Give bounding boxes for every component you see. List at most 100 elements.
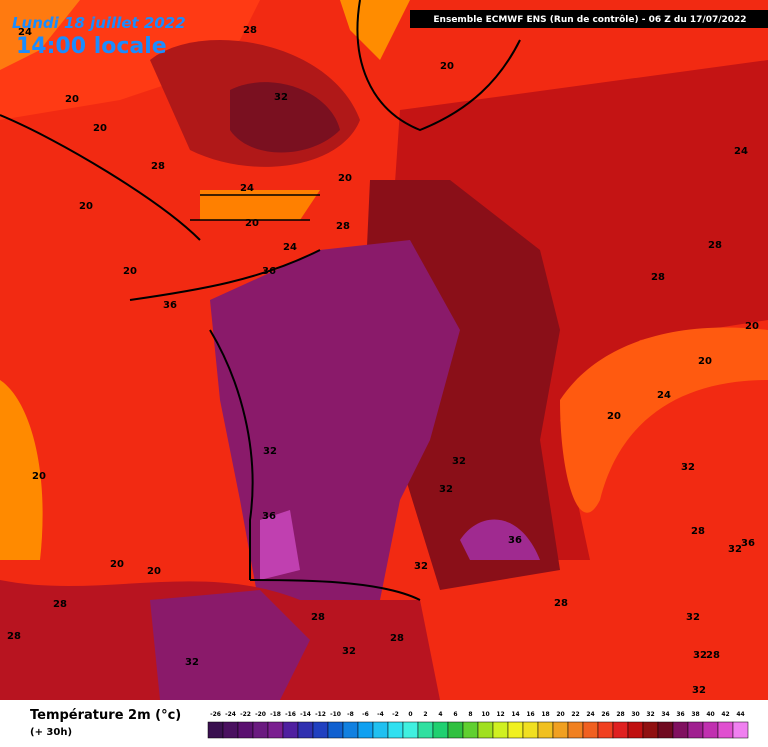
contour-label: 20 — [65, 94, 79, 105]
contour-labels: 28 20 24 20 32 20 24 28 24 20 20 20 28 24 28 20 36 28 36 20… — [7, 25, 759, 696]
contour-label: 28 — [708, 240, 722, 251]
zone — [0, 0, 260, 120]
zone-orange — [0, 380, 43, 560]
contour-label: 20 — [110, 559, 124, 570]
contour-label: 32 — [185, 657, 199, 668]
contour-label: 32 — [692, 685, 706, 696]
contour-label: 20 — [32, 471, 46, 482]
scale-tick-label: 14 — [511, 711, 519, 718]
coastline — [190, 194, 320, 221]
scale-cell — [702, 721, 719, 739]
scale-tick-label: 30 — [631, 711, 639, 718]
scale-cell — [492, 721, 509, 739]
scale-cell — [687, 721, 704, 739]
scale-cell — [612, 721, 629, 739]
coastline — [0, 114, 421, 601]
contour-label: 20 — [607, 411, 621, 422]
scale-tick-label: 40 — [706, 711, 714, 718]
scale-cell — [597, 721, 614, 739]
scale-tick-label: 38 — [691, 711, 699, 718]
contour-label: 20 — [147, 566, 161, 577]
scale-tick-label: 36 — [676, 711, 684, 718]
contour-label: 32 — [452, 456, 466, 467]
contour-label: 24 — [283, 242, 297, 253]
scale-cell — [252, 721, 269, 739]
scale-tick-label: 6 — [453, 711, 457, 718]
scale-tick-label: -14 — [300, 711, 311, 718]
scale-cell — [357, 721, 374, 739]
scale-cell — [642, 721, 659, 739]
contour-label: 28 — [243, 25, 257, 36]
scale-cell — [432, 721, 449, 739]
scale-tick-label: 18 — [541, 711, 549, 718]
scale-cell — [222, 721, 239, 739]
zone-purple — [150, 590, 310, 700]
scale-cell — [282, 721, 299, 739]
scale-cell — [447, 721, 464, 739]
scale-cell — [627, 721, 644, 739]
zone-purple — [460, 519, 540, 560]
scale-tick-label: -12 — [315, 711, 326, 718]
scale-cell — [537, 721, 554, 739]
scale-tick-label: 44 — [736, 711, 744, 718]
coastline — [356, 0, 521, 132]
legend-title: Température 2m (°c) — [30, 708, 181, 723]
scale-tick-label: 26 — [601, 711, 609, 718]
contour-label: 24 — [734, 146, 748, 157]
scale-cell — [717, 721, 734, 739]
scale-tick-label: -16 — [285, 711, 296, 718]
scale-tick-label: -2 — [392, 711, 399, 718]
time: 14:00 locale — [16, 34, 167, 59]
scale-tick-label: 2 — [423, 711, 427, 718]
scale-cell — [342, 721, 359, 739]
scale-tick-label: 0 — [408, 711, 412, 718]
scale-cell — [522, 721, 539, 739]
scale-cell — [657, 721, 674, 739]
contour-label: 28 — [311, 612, 325, 623]
scale-tick-label: -26 — [210, 711, 221, 718]
scale-cell — [267, 721, 284, 739]
date: Lundi 18 juillet 2022 — [12, 14, 186, 32]
scale-tick-label: -22 — [240, 711, 251, 718]
scale-cell — [462, 721, 479, 739]
scale-tick-label: 8 — [468, 711, 472, 718]
scale-cell — [402, 721, 419, 739]
scale-tick-label: 28 — [616, 711, 624, 718]
contour-label: 28 — [554, 598, 568, 609]
contour-label: 32 — [693, 650, 707, 661]
contour-label: 20 — [745, 321, 759, 332]
scale-cell — [312, 721, 329, 739]
scale-cell — [417, 721, 434, 739]
contour-label: 28 — [7, 631, 21, 642]
scale-tick-label: 20 — [556, 711, 564, 718]
scale-cell — [372, 721, 389, 739]
contour-label: 28 — [706, 650, 720, 661]
scale-tick-label: -18 — [270, 711, 281, 718]
contour-label: 36 — [508, 535, 522, 546]
scale-tick-label: -20 — [255, 711, 266, 718]
scale-tick-label: -8 — [347, 711, 354, 718]
scale-cell — [327, 721, 344, 739]
scale-cell — [297, 721, 314, 739]
scale-tick-label: 12 — [496, 711, 504, 718]
contour-label: 20 — [338, 173, 352, 184]
scale-tick-label: -10 — [330, 711, 341, 718]
contour-label: 28 — [651, 272, 665, 283]
scale-tick-label: 4 — [438, 711, 442, 718]
scale-tick-label: 34 — [661, 711, 669, 718]
contour-label: 20 — [698, 356, 712, 367]
scale-cell — [567, 721, 584, 739]
contour-label: 24 — [657, 390, 671, 401]
contour-label: 32 — [274, 92, 288, 103]
scale-cell — [207, 721, 224, 739]
scale-tick-label: 42 — [721, 711, 729, 718]
contour-label: 32 — [414, 561, 428, 572]
scale-tick-label: 22 — [571, 711, 579, 718]
scale-cell — [477, 721, 494, 739]
model-banner — [410, 10, 768, 28]
contour-label: 28 — [691, 526, 705, 537]
zone-orange — [0, 0, 80, 70]
contour-label: 36 — [262, 266, 276, 277]
model-info: Ensemble ECMWF ENS (Run de contrôle) - 0… — [433, 14, 746, 25]
